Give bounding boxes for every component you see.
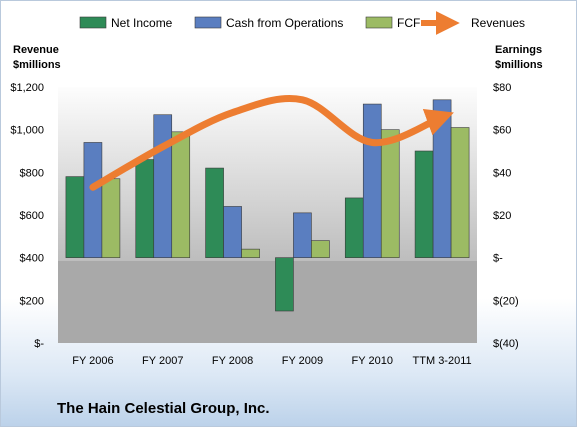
bar-fcf (241, 248, 260, 258)
bar-cash-from-operations (362, 103, 382, 258)
right-tick-label: $40 (493, 167, 511, 179)
right-tick-label: $(40) (493, 338, 519, 350)
left-tick-label: $1,000 (10, 125, 44, 137)
right-tick-label: $20 (493, 210, 511, 222)
bar-fcf (101, 178, 121, 258)
x-tick-label: FY 2007 (142, 355, 183, 367)
right-tick-label: $(20) (493, 295, 519, 307)
left-tick-label: $400 (20, 253, 44, 265)
bar-fcf (171, 131, 191, 258)
legend-swatch-net-income (79, 16, 107, 29)
x-tick-label: FY 2009 (282, 355, 323, 367)
x-tick-label: TTM 3-2011 (413, 355, 472, 367)
x-tick-label: FY 2008 (212, 355, 253, 367)
right-axis-title: $millions (495, 59, 543, 71)
bar-net-income (65, 176, 85, 258)
bar-net-income (414, 150, 434, 258)
left-tick-label: $1,200 (10, 82, 44, 94)
revenue-line (89, 95, 454, 191)
chart-title: The Hain Celestial Group, Inc. (57, 400, 270, 417)
x-tick-label: FY 2006 (72, 355, 113, 367)
left-axis-title: $millions (13, 59, 61, 71)
bar-cash-from-operations (153, 114, 173, 258)
bar-net-income (135, 159, 155, 258)
bar-net-income (344, 197, 364, 258)
bar-net-income (275, 257, 294, 312)
right-axis-title: Earnings (495, 44, 542, 56)
left-tick-label: $200 (20, 295, 44, 307)
right-tick-label: $- (493, 253, 503, 265)
bar-fcf (450, 127, 470, 258)
left-axis-title: Revenue (13, 44, 59, 56)
legend: Net Income Cash from Operations FCF Revenue… (79, 11, 525, 35)
bar-fcf (311, 240, 330, 258)
plot-area (58, 87, 477, 343)
legend-label: FCF (397, 16, 420, 30)
left-tick-label: $800 (20, 167, 44, 179)
left-tick-label: $- (34, 338, 44, 350)
bar-fcf (380, 129, 400, 258)
legend-swatch-cash-from-operations (194, 16, 222, 29)
legend-label: Cash from Operations (226, 16, 343, 30)
right-tick-label: $80 (493, 82, 511, 94)
right-tick-label: $60 (493, 125, 511, 137)
legend-swatch-fcf (365, 16, 393, 29)
bar-cash-from-operations (293, 212, 312, 258)
bar-cash-from-operations (223, 206, 242, 258)
left-tick-label: $600 (20, 210, 44, 222)
bar-cash-from-operations (83, 142, 103, 258)
legend-label: Net Income (111, 16, 173, 30)
axes: $1,200 $1,000 $800 $600 $400 $200 $- $80 $60 $40 $… (10, 44, 542, 367)
revenue-line-path (89, 95, 454, 191)
bar-net-income (205, 167, 224, 258)
legend-label: Revenues (471, 16, 525, 30)
x-tick-label: FY 2010 (352, 355, 393, 367)
